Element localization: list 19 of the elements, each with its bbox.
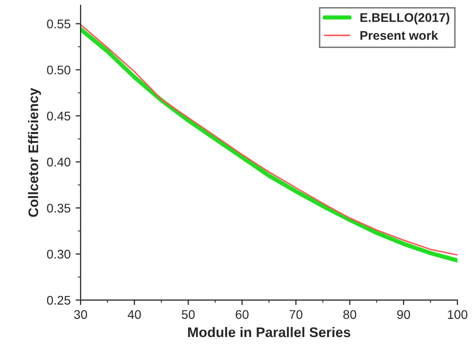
x-tick-label: 50 (182, 310, 195, 319)
x-tick-label: 30 (74, 310, 88, 319)
y-tick-label: 0.40 (47, 158, 70, 167)
y-tick-label: 0.45 (47, 112, 70, 120)
x-axis-title: Module in Parallel Series (188, 326, 350, 338)
x-tick-label: 40 (128, 310, 141, 319)
y-tick-label: 0.55 (47, 20, 70, 28)
y-tick-label: 0.30 (47, 250, 70, 259)
y-tick-label: 0.50 (47, 66, 70, 74)
y-tick-label: 0.35 (47, 204, 70, 213)
legend-label: Present work (360, 30, 438, 40)
legend-label: E.BELLO(2017) (360, 12, 450, 24)
x-tick-label: 60 (236, 310, 249, 319)
y-tick-label: 0.25 (47, 296, 70, 305)
y-axis-title: Collcetor Efficiency (28, 88, 41, 217)
x-tick-label: 90 (397, 310, 410, 319)
x-tick-label: 100 (448, 310, 468, 319)
x-tick-label: 70 (290, 310, 302, 319)
x-tick-label: 80 (343, 310, 356, 319)
